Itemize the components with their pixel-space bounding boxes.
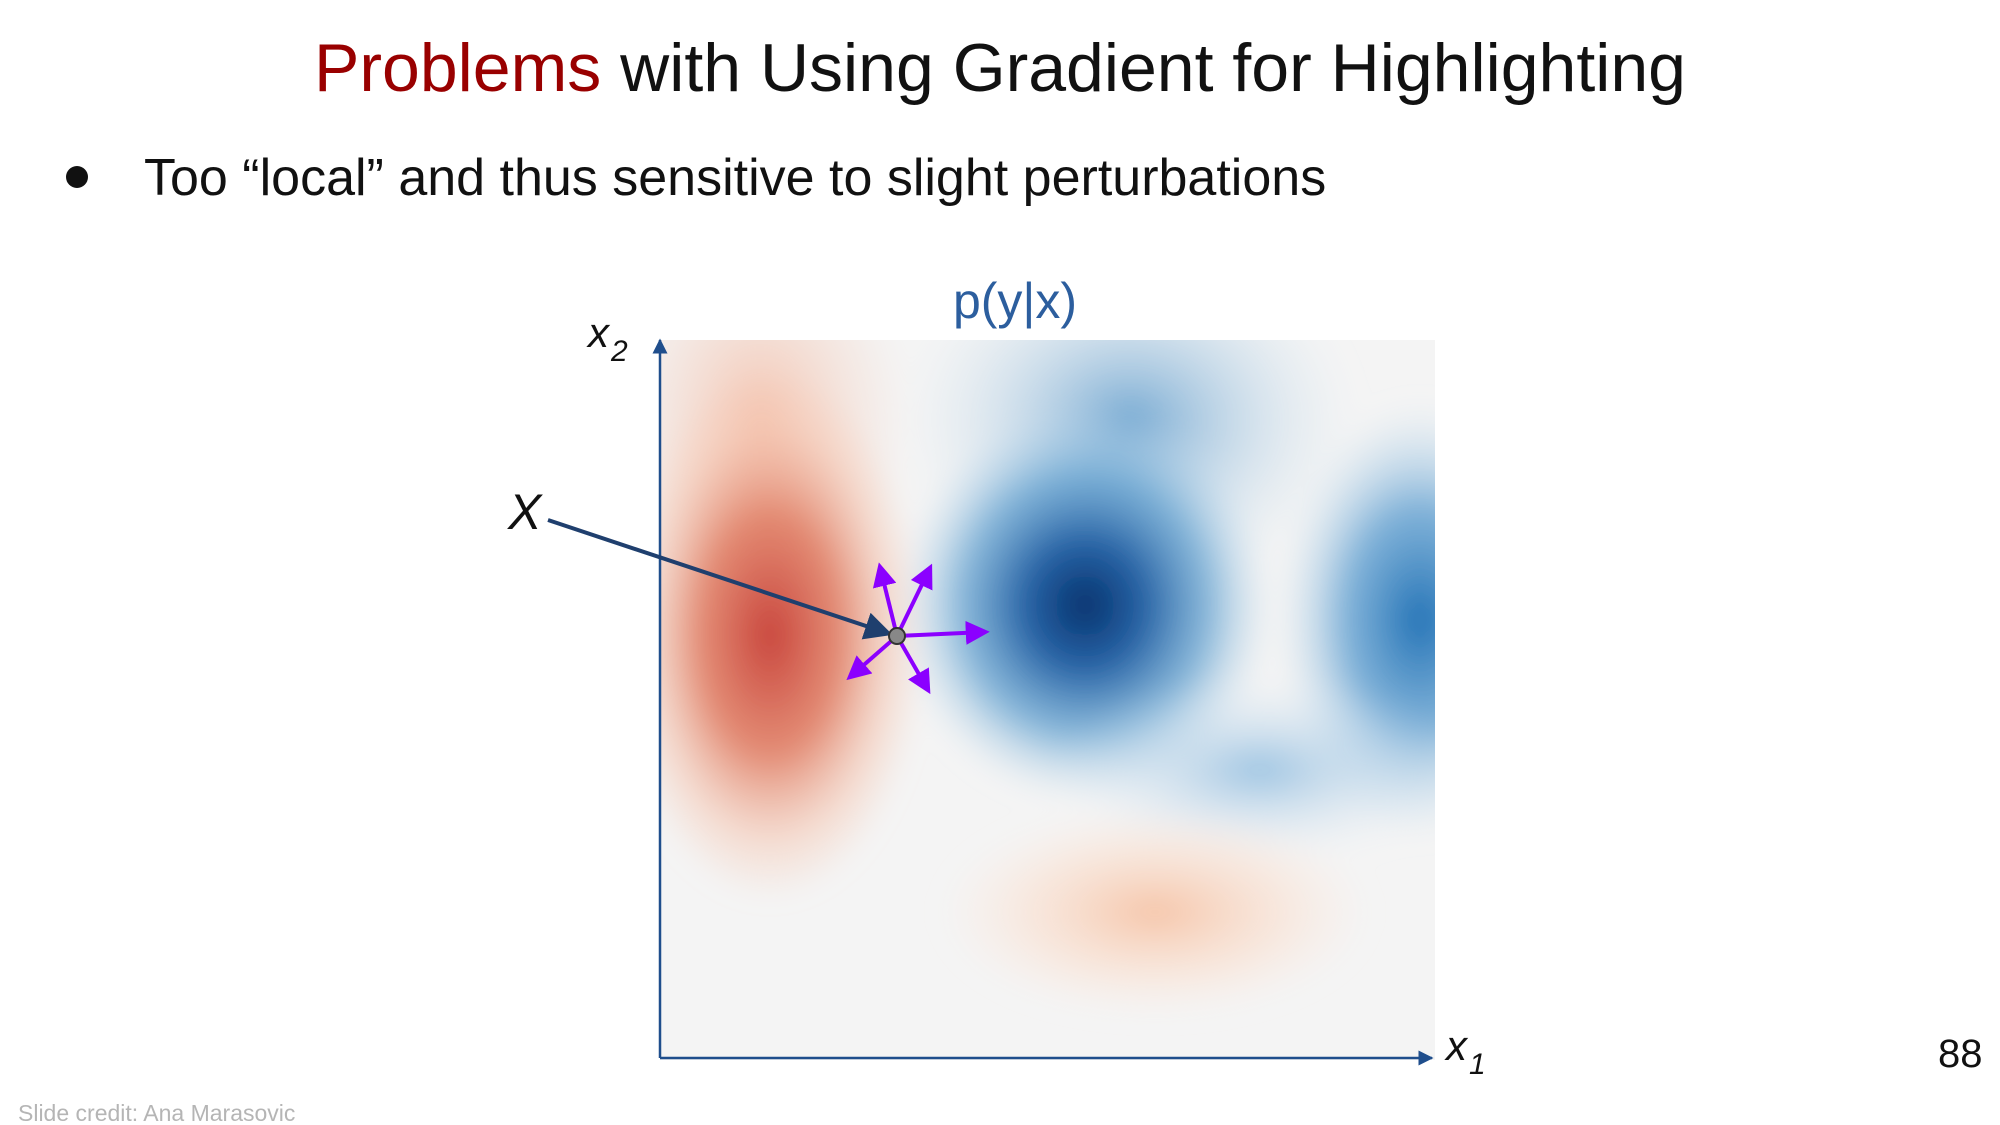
y-axis-label: x2 [586,309,628,368]
x-axis-label: x1 [1444,1022,1486,1081]
page-number: 88 [1938,1032,1983,1076]
title-rest: with Using Gradient for Highlighting [601,30,1686,106]
perturbation-arrows-icon [846,562,990,695]
title-highlight: Problems [314,30,602,106]
probability-heatmap [660,340,1435,1060]
slide-credit: Slide credit: Ana Marasovic [18,1100,296,1125]
bullet-item: Too “local” and thus sensitive to slight… [66,152,1326,204]
slide-title: Problems with Using Gradient for Highlig… [0,34,2000,102]
pointer-arrow-icon [547,518,893,640]
bullet-dot-icon [66,166,88,189]
input-point-icon [888,627,906,645]
plot-title: p(y|x) [953,273,1077,329]
bullet-text: Too “local” and thus sensitive to slight… [144,149,1327,207]
point-label: X [507,484,543,540]
